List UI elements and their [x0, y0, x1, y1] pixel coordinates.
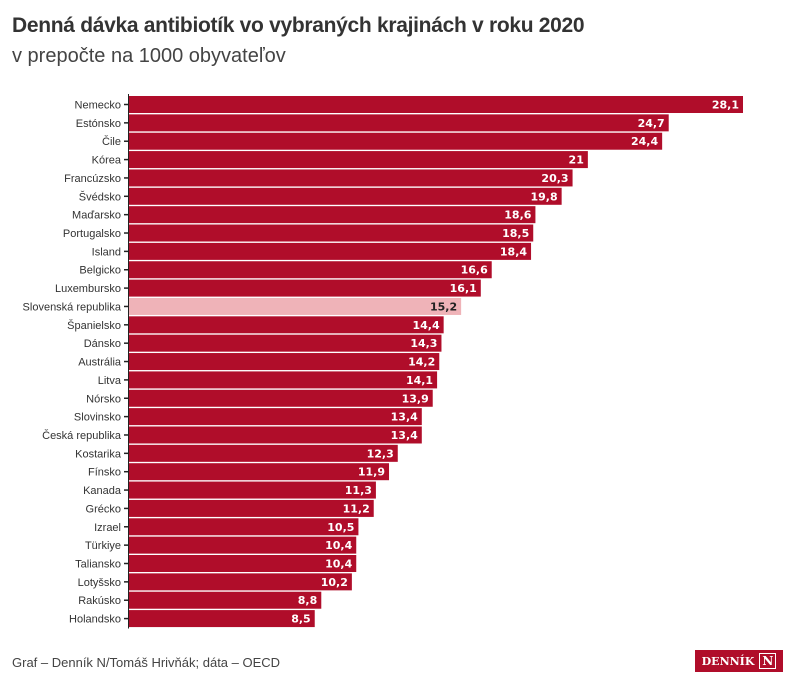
- data-label: 11,9: [358, 466, 385, 479]
- bar: [129, 334, 442, 352]
- data-label: 13,4: [391, 411, 418, 424]
- category-label: Kostarika: [75, 448, 122, 460]
- bar: [129, 242, 532, 260]
- category-label: Fínsko: [88, 467, 121, 479]
- category-label: Rakúsko: [78, 595, 121, 607]
- category-label: Kanada: [83, 485, 122, 497]
- data-label: 10,4: [325, 539, 352, 552]
- chart-title: Denná dávka antibiotík vo vybraných kraj…: [12, 14, 585, 37]
- data-label: 14,3: [410, 337, 437, 350]
- bar: [129, 555, 357, 572]
- bar: [129, 426, 422, 444]
- bar: [129, 610, 315, 628]
- bar: [129, 316, 444, 334]
- bar: [129, 114, 669, 132]
- bar: [129, 389, 433, 407]
- bar: [129, 261, 492, 279]
- bar: [129, 206, 536, 224]
- data-label: 18,5: [502, 227, 529, 240]
- category-label: Čile: [102, 135, 121, 148]
- data-label: 12,3: [367, 447, 394, 460]
- data-label: 24,4: [631, 135, 658, 148]
- data-label: 20,3: [541, 172, 568, 185]
- data-label: 10,2: [321, 576, 348, 589]
- bar-chart: Nemecko 28,1 Estónsko 24,7 Čile 24,4 Kórea 21 Fr…: [23, 94, 743, 629]
- category-label: Švédsko: [79, 190, 121, 203]
- category-label: Maďarsko: [72, 210, 121, 222]
- category-label: Francúzsko: [64, 173, 121, 185]
- category-label: Luxembursko: [55, 283, 121, 295]
- category-label: Španielsko: [67, 319, 121, 332]
- category-label: Česká republika: [42, 429, 122, 442]
- data-label: 16,6: [461, 264, 488, 277]
- category-label: Holandsko: [69, 614, 121, 626]
- data-label: 13,9: [402, 392, 429, 405]
- bar: [129, 353, 440, 371]
- category-label: Izrael: [94, 522, 121, 534]
- data-label: 11,2: [343, 502, 370, 515]
- bar: [129, 151, 588, 169]
- bar: [129, 499, 374, 517]
- bar: [129, 481, 376, 499]
- data-label: 16,1: [450, 282, 477, 295]
- bar: [129, 132, 663, 150]
- data-label: 19,8: [530, 190, 557, 203]
- data-label: 10,5: [327, 521, 354, 534]
- data-label: 8,5: [291, 613, 311, 626]
- bar: [129, 518, 359, 536]
- category-label: Grécko: [86, 503, 121, 515]
- data-label: 14,2: [408, 356, 435, 369]
- bar: [129, 169, 573, 187]
- data-label: 18,4: [500, 245, 527, 258]
- category-label: Türkiye: [85, 540, 121, 552]
- category-label: Lotyšsko: [78, 577, 121, 589]
- category-label: Estónsko: [76, 118, 121, 130]
- bar: [129, 371, 438, 389]
- bar: [129, 96, 743, 113]
- category-label: Kórea: [92, 155, 122, 167]
- bar: [129, 224, 534, 242]
- chart-subtitle: v prepočte na 1000 obyvateľov: [12, 45, 286, 67]
- data-label: 28,1: [712, 99, 739, 112]
- data-label: 24,7: [638, 117, 665, 130]
- denník-n-logo: DENNÍK N: [695, 650, 783, 672]
- data-label: 14,1: [406, 374, 433, 387]
- category-label: Island: [92, 246, 121, 258]
- data-label: 18,6: [504, 209, 531, 222]
- category-label: Portugalsko: [63, 228, 121, 240]
- data-label: 14,4: [413, 319, 440, 332]
- category-label: Taliansko: [75, 559, 121, 571]
- data-label: 8,8: [298, 594, 318, 607]
- data-label: 13,4: [391, 429, 418, 442]
- category-label: Nórsko: [86, 393, 121, 405]
- bar: [129, 536, 357, 554]
- source-note: Graf – Denník N/Tomáš Hrivňák; dáta – OE…: [12, 655, 281, 670]
- category-label: Belgicko: [79, 265, 121, 277]
- bar: [129, 573, 352, 591]
- category-label: Nemecko: [75, 100, 121, 112]
- category-label: Litva: [98, 375, 122, 387]
- category-label: Slovinsko: [74, 412, 121, 424]
- data-label: 15,2: [430, 300, 457, 313]
- category-label: Dánsko: [84, 338, 121, 350]
- bar: [129, 279, 481, 297]
- bar: [129, 408, 422, 426]
- data-label: 21: [569, 154, 584, 167]
- data-label: 11,3: [345, 484, 372, 497]
- bar: [129, 591, 322, 609]
- data-label: 10,4: [325, 558, 352, 571]
- category-label: Slovenská republika: [23, 301, 122, 313]
- bar: [129, 444, 398, 462]
- bar: [129, 463, 390, 481]
- bar: [129, 297, 462, 315]
- bar: [129, 187, 562, 205]
- category-label: Austrália: [78, 357, 122, 369]
